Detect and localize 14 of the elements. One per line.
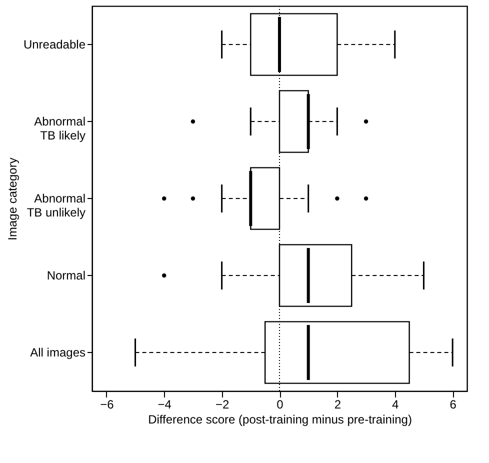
x-tick-label: −6	[100, 398, 114, 412]
x-tick-label: −2	[215, 398, 230, 412]
x-tick-label: 0	[276, 398, 284, 412]
y-tick-label: All images	[30, 346, 86, 360]
y-tick-label: Unreadable	[23, 38, 86, 52]
y-tick-label: Abnormal TB likely	[34, 114, 86, 142]
y-tick-label: Normal	[46, 268, 86, 282]
x-tick-label: 4	[392, 398, 400, 412]
x-axis-title: Difference score (post-training minus pre-training)	[148, 412, 412, 426]
y-axis-title: Image category	[5, 158, 20, 240]
x-tick-label: 6	[450, 398, 457, 412]
x-tick-label: 2	[334, 398, 342, 412]
x-tick-label: −4	[158, 398, 172, 412]
y-tick-label: Abnormal TB unlikely	[26, 192, 86, 220]
